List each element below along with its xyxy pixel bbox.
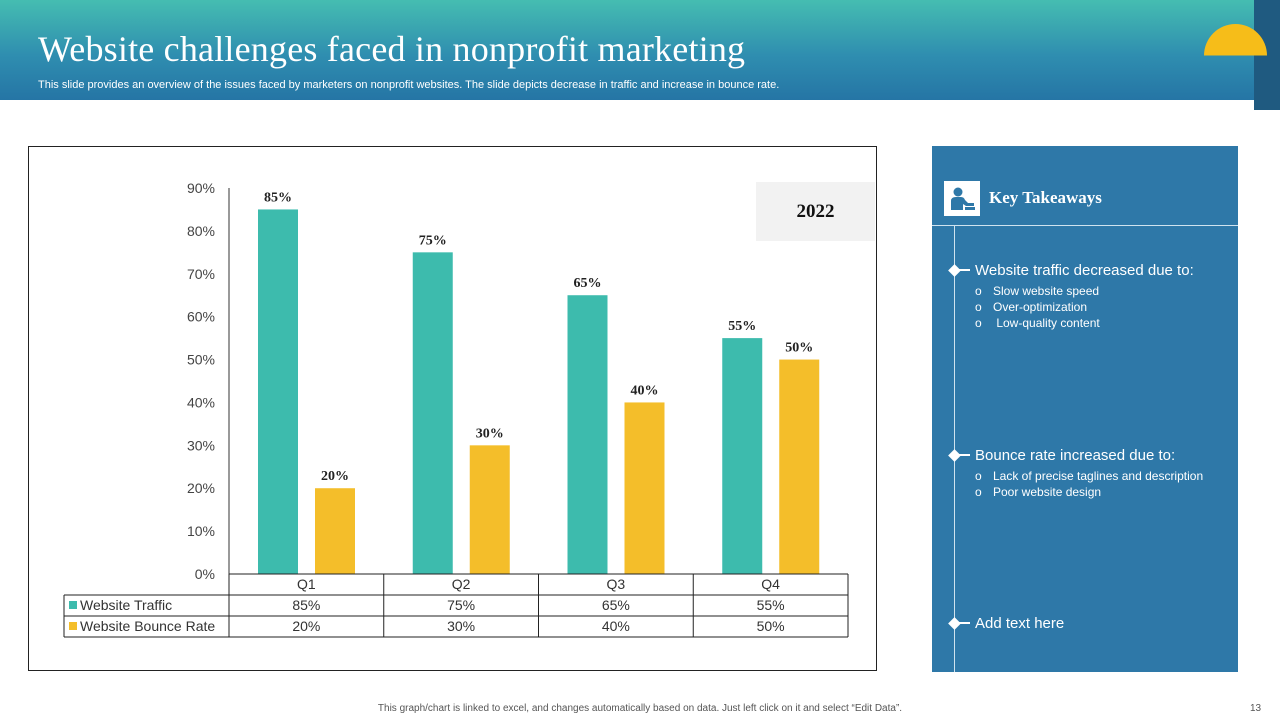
takeaway-heading-traffic: Website traffic decreased due to: bbox=[975, 262, 1194, 279]
arrow-connector bbox=[958, 269, 970, 271]
table-cell: 55% bbox=[757, 597, 785, 613]
takeaway-item: o Low-quality content bbox=[975, 316, 1100, 330]
y-tick-label: 70% bbox=[187, 266, 215, 282]
data-label: 55% bbox=[728, 319, 756, 334]
y-tick-label: 80% bbox=[187, 223, 215, 239]
page-number: 13 bbox=[1250, 703, 1262, 714]
bar-traffic bbox=[412, 252, 453, 575]
x-tick-label: Q2 bbox=[452, 576, 471, 592]
takeaways-timeline bbox=[954, 226, 955, 672]
table-cell: 40% bbox=[602, 618, 630, 634]
y-tick-label: 50% bbox=[187, 352, 215, 368]
data-label: 65% bbox=[574, 276, 602, 291]
bar-bounce-rate bbox=[315, 488, 355, 574]
table-cell: 65% bbox=[602, 597, 630, 613]
data-label: 50% bbox=[785, 341, 813, 356]
slide-title: Website challenges faced in nonprofit ma… bbox=[38, 29, 746, 69]
y-tick-label: 30% bbox=[187, 437, 215, 453]
key-takeaways-title: Key Takeaways bbox=[989, 188, 1102, 207]
data-label: 30% bbox=[476, 426, 504, 441]
x-tick-label: Q3 bbox=[607, 576, 626, 592]
takeaway-heading-bounce: Bounce rate increased due to: bbox=[975, 447, 1176, 464]
takeaway-heading-add-text[interactable]: Add text here bbox=[975, 615, 1065, 632]
arrow-connector bbox=[958, 622, 970, 624]
y-tick-label: 0% bbox=[195, 566, 215, 582]
sun-decoration-icon bbox=[1204, 24, 1267, 87]
footer-note: This graph/chart is linked to excel, and… bbox=[377, 703, 903, 714]
y-tick-label: 90% bbox=[187, 180, 215, 196]
x-tick-label: Q1 bbox=[297, 576, 316, 592]
legend-swatch bbox=[69, 601, 77, 609]
table-cell: 75% bbox=[447, 597, 475, 613]
bar-bounce-rate bbox=[779, 359, 820, 574]
key-takeaways-panel bbox=[932, 146, 1238, 672]
y-tick-label: 60% bbox=[187, 309, 215, 325]
bar-traffic bbox=[722, 338, 763, 574]
takeaway-item: o Lack of precise taglines and descriptio… bbox=[975, 469, 1204, 483]
legend-label: Website Bounce Rate bbox=[80, 618, 215, 634]
bar-bounce-rate bbox=[624, 402, 665, 574]
x-tick-label: Q4 bbox=[761, 576, 780, 592]
takeaways-divider bbox=[932, 225, 1238, 226]
y-tick-label: 20% bbox=[187, 480, 215, 496]
y-tick-label: 40% bbox=[187, 394, 215, 410]
slide-subtitle: This slide provides an overview of the i… bbox=[38, 79, 780, 91]
table-cell: 30% bbox=[447, 618, 475, 634]
data-label: 20% bbox=[321, 469, 349, 484]
legend-swatch bbox=[69, 622, 77, 630]
header-banner bbox=[0, 0, 1254, 100]
year-label: 2022 bbox=[756, 182, 875, 241]
takeaway-item: o Over-optimization bbox=[975, 300, 1088, 314]
takeaway-item: o Poor website design bbox=[975, 485, 1102, 499]
data-label: 75% bbox=[419, 233, 447, 248]
table-cell: 85% bbox=[292, 597, 320, 613]
data-label: 40% bbox=[631, 383, 659, 398]
table-cell: 20% bbox=[292, 618, 320, 634]
legend-label: Website Traffic bbox=[80, 597, 172, 613]
bar-bounce-rate bbox=[469, 445, 510, 574]
bar-traffic bbox=[567, 295, 608, 574]
y-tick-label: 10% bbox=[187, 523, 215, 539]
table-cell: 50% bbox=[757, 618, 785, 634]
takeaway-item: o Slow website speed bbox=[975, 284, 1100, 298]
bar-traffic bbox=[258, 209, 298, 574]
data-label: 85% bbox=[264, 190, 292, 205]
arrow-connector bbox=[958, 454, 970, 456]
user-presenter-icon bbox=[944, 181, 980, 216]
